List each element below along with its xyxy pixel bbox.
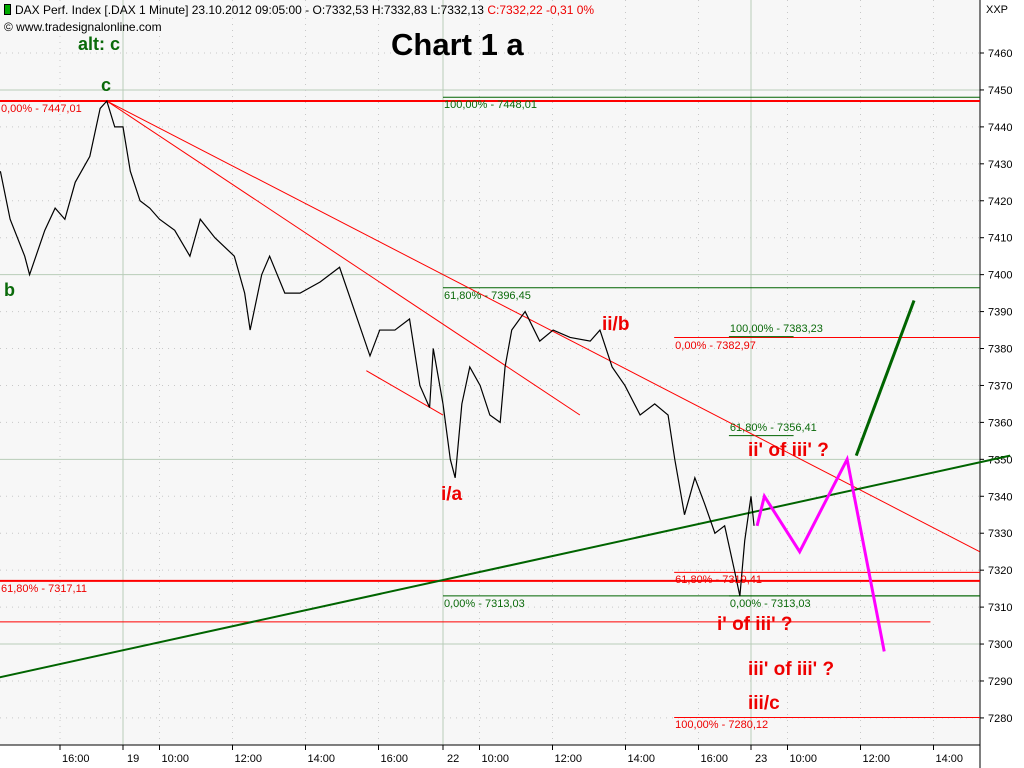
x-tick-label: 10:00 bbox=[162, 753, 190, 765]
annotation-c: c bbox=[101, 75, 112, 95]
x-tick-label: 14:00 bbox=[308, 753, 336, 765]
y-tick-label: 7400 bbox=[988, 270, 1012, 282]
fib-level-label: 0,00% - 7313,03 bbox=[729, 597, 811, 610]
x-tick-label: 10:00 bbox=[482, 753, 510, 765]
x-tick-label: 22 bbox=[447, 753, 459, 765]
fib-level-label: 61,80% - 7319,41 bbox=[675, 574, 763, 587]
x-tick-label: 16:00 bbox=[62, 753, 90, 765]
chart-title: Chart 1 a bbox=[391, 27, 524, 62]
x-tick-label: 12:00 bbox=[555, 753, 583, 765]
annotation-i-a: i/a bbox=[441, 484, 463, 505]
projection-magenta bbox=[755, 454, 886, 652]
plot-area bbox=[0, 0, 980, 745]
instrument-info: DAX Perf. Index [.DAX 1 Minute] 23.10.20… bbox=[15, 3, 484, 17]
y-tick-label: 7310 bbox=[988, 602, 1012, 614]
y-tick-label: 7410 bbox=[988, 233, 1012, 245]
y-tick-label: 7360 bbox=[988, 417, 1012, 429]
trendline bbox=[366, 370, 444, 416]
candle-icon bbox=[4, 4, 11, 15]
fib-level-label: 100,00% - 7280,12 bbox=[675, 719, 769, 732]
y-tick-label: 7300 bbox=[988, 639, 1012, 651]
fib-level-label: 61,80% - 7317,11 bbox=[1, 582, 88, 595]
x-tick-label: 12:00 bbox=[863, 753, 891, 765]
x-tick-label: 14:00 bbox=[628, 753, 656, 765]
projection-green bbox=[854, 299, 916, 457]
fib-level-label: 61,80% - 7396,45 bbox=[444, 289, 531, 302]
fib-level-label: 100,00% - 7448,01 bbox=[444, 99, 537, 112]
y-tick-label: 7420 bbox=[988, 196, 1012, 208]
trendline bbox=[106, 100, 581, 416]
fib-level-label: 0,00% - 7313,03 bbox=[444, 597, 525, 610]
copyright: © www.tradesignalonline.com bbox=[4, 20, 162, 34]
x-tick-label: 12:00 bbox=[235, 753, 263, 765]
trendline bbox=[106, 100, 980, 553]
y-tick-label: 7430 bbox=[988, 159, 1012, 171]
annotation-iii-of-iii: iii' of iii' ? bbox=[748, 659, 835, 680]
chart-header: DAX Perf. Index [.DAX 1 Minute] 23.10.20… bbox=[4, 3, 594, 17]
annotation-ii-of-iii: ii' of iii' ? bbox=[748, 440, 829, 461]
y-tick-label: 7460 bbox=[988, 48, 1012, 60]
close-change: C:7332,22 -0,31 0% bbox=[487, 3, 595, 17]
x-tick-label: 10:00 bbox=[790, 753, 818, 765]
x-tick-label: 16:00 bbox=[381, 753, 409, 765]
trendline bbox=[0, 454, 1011, 679]
annotation-i-of-iii: i' of iii' ? bbox=[717, 614, 793, 635]
price-series bbox=[0, 99, 755, 597]
x-tick-label: 14:00 bbox=[936, 753, 964, 765]
x-tick-label: 16:00 bbox=[701, 753, 729, 765]
annotation-b: b bbox=[4, 280, 15, 300]
fib-level-label: 61,80% - 7356,41 bbox=[729, 421, 817, 434]
y-tick-label: 7330 bbox=[988, 528, 1012, 540]
y-tick-label: 7320 bbox=[988, 565, 1012, 577]
y-tick-label: 7380 bbox=[988, 344, 1012, 356]
annotation-alt-c: alt: c bbox=[78, 34, 121, 54]
y-tick-label: 7370 bbox=[988, 380, 1012, 392]
annotation-ii-b: ii/b bbox=[602, 314, 630, 335]
fib-level-label: 0,00% - 7382,97 bbox=[675, 339, 756, 352]
y-tick-label: 7290 bbox=[988, 676, 1012, 688]
x-tick-label: 23 bbox=[755, 753, 767, 765]
y-tick-label: 7440 bbox=[988, 122, 1012, 134]
y-tick-label: 7450 bbox=[988, 85, 1012, 97]
y-tick-label: 7390 bbox=[988, 307, 1012, 319]
fib-level-label: 100,00% - 7383,23 bbox=[729, 322, 823, 335]
currency-label: XXP bbox=[986, 4, 1009, 16]
annotation-iii-c: iii/c bbox=[748, 693, 780, 714]
fib-level-label: 0,00% - 7447,01 bbox=[1, 102, 82, 115]
y-tick-label: 7280 bbox=[988, 713, 1012, 725]
y-tick-label: 7340 bbox=[988, 491, 1012, 503]
x-tick-label: 19 bbox=[127, 753, 139, 765]
